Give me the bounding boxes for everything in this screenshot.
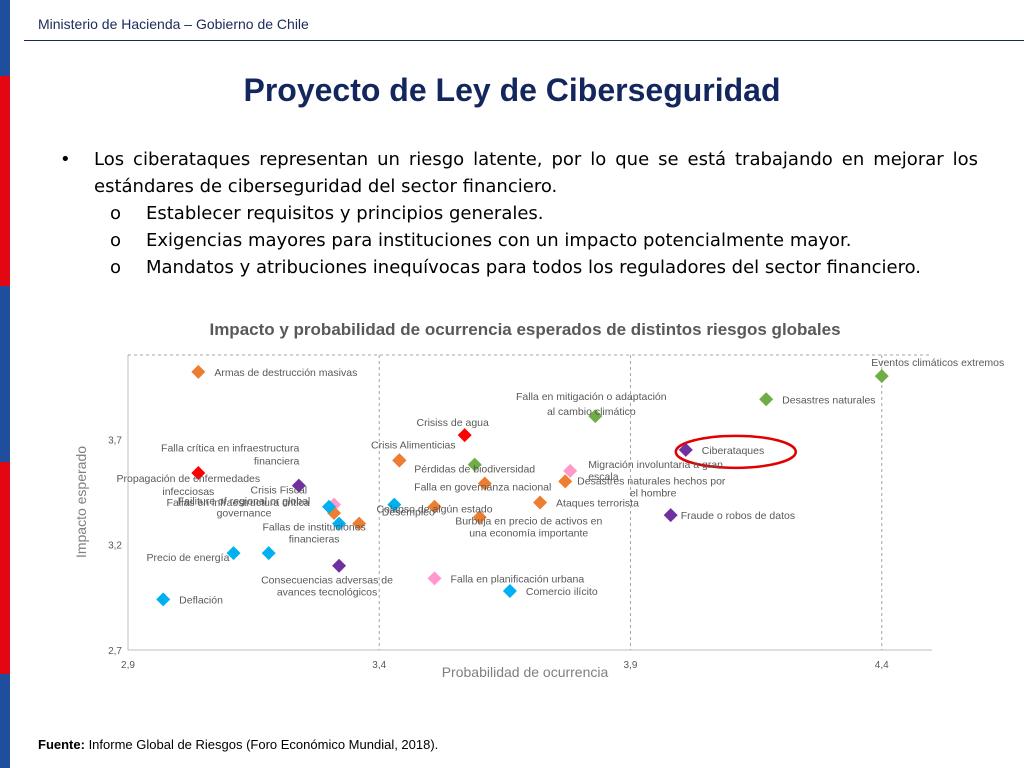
data-label: Ciberataques bbox=[702, 445, 764, 457]
data-label: Crisis Fiscal bbox=[251, 485, 308, 497]
data-label: Precio de energía bbox=[147, 552, 230, 564]
data-point-diamond bbox=[427, 571, 442, 586]
data-point-diamond bbox=[457, 428, 472, 443]
data-point-diamond bbox=[392, 453, 407, 468]
data-point-diamond bbox=[387, 497, 402, 512]
data-point-diamond bbox=[759, 392, 774, 407]
data-point-diamond bbox=[472, 510, 487, 525]
data-point-diamond bbox=[663, 508, 678, 523]
data-label: Desastres naturales hechos por bbox=[577, 475, 726, 487]
data-label: Migración involuntaria a gran bbox=[588, 459, 723, 471]
x-axis-title: Probabilidad de ocurrencia bbox=[442, 664, 609, 680]
x-tick-label: 4,4 bbox=[875, 660, 889, 671]
data-label: Armas de destrucción masivas bbox=[214, 367, 357, 379]
sub-bullet-marker: o bbox=[110, 203, 122, 224]
footer-label: Fuente: bbox=[38, 737, 85, 752]
data-point-diamond bbox=[352, 516, 367, 531]
sub-bullet: o Mandatos y atribuciones inequívocas pa… bbox=[60, 254, 978, 281]
data-label: Fallas en infraestructura critica bbox=[167, 497, 310, 509]
data-label: Falla en governanza nacional bbox=[414, 482, 551, 494]
data-point-diamond bbox=[291, 478, 306, 493]
left-accent-bar bbox=[0, 0, 10, 768]
slide-title: Proyecto de Ley de Ciberseguridad bbox=[243, 72, 781, 108]
footer-text: Informe Global de Riesgos (Foro Económic… bbox=[84, 737, 439, 752]
data-point-diamond bbox=[191, 466, 206, 480]
header-divider bbox=[24, 40, 1024, 41]
data-point-diamond bbox=[427, 499, 442, 514]
data-label: Fallas de instituciones bbox=[262, 522, 365, 534]
x-tick-label: 3,4 bbox=[372, 660, 386, 671]
data-point-diamond bbox=[261, 546, 276, 561]
data-label: Falla en planificación urbana bbox=[451, 573, 585, 585]
data-label: Colapso de algún estado bbox=[376, 504, 492, 516]
y-axis-title: Impacto esperado bbox=[73, 446, 89, 558]
data-label: Crisiss de agua bbox=[416, 417, 489, 429]
org-header: Ministerio de Hacienda – Gobierno de Chi… bbox=[38, 16, 309, 32]
data-label: Desastres naturales bbox=[782, 394, 875, 406]
bullet-marker: • bbox=[60, 149, 71, 170]
data-label: Propagación de enfermedades bbox=[117, 473, 261, 485]
data-label: Failiture of regional or global bbox=[178, 496, 311, 508]
data-point-diamond bbox=[678, 442, 693, 457]
data-point-diamond bbox=[558, 474, 573, 489]
bullet-main-text: Los ciberataques representan un riesgo l… bbox=[94, 149, 978, 197]
left-red-stripe-bottom bbox=[0, 462, 10, 674]
data-label: al cambio climático bbox=[547, 406, 636, 418]
data-point-diamond bbox=[156, 592, 171, 607]
bullet-main: • Los ciberataques representan un riesgo… bbox=[60, 146, 978, 200]
sub-bullet-marker: o bbox=[110, 230, 122, 251]
data-label: Falla en mitigación o adaptación bbox=[516, 391, 667, 403]
chart-title: Impacto y probabilidad de ocurrencia esp… bbox=[209, 320, 841, 339]
y-tick-label: 2,7 bbox=[108, 646, 122, 657]
sub-bullet: o Establecer requisitos y principios gen… bbox=[60, 200, 978, 227]
data-label: infecciosas bbox=[162, 486, 214, 498]
y-tick-label: 3,2 bbox=[108, 541, 122, 552]
source-footer: Fuente: Informe Global de Riesgos (Foro … bbox=[38, 737, 438, 752]
data-label: governance bbox=[217, 508, 272, 520]
data-point-diamond bbox=[477, 476, 492, 491]
left-red-stripe-top bbox=[0, 76, 10, 286]
data-label: Fraude o robos de datos bbox=[681, 510, 795, 522]
data-label: Deflación bbox=[179, 594, 223, 606]
data-label: Crisis Alimenticias bbox=[371, 439, 456, 451]
data-point-diamond bbox=[332, 516, 347, 531]
data-point-diamond bbox=[191, 364, 206, 379]
data-label: Comercio ilícito bbox=[526, 586, 598, 598]
data-point-diamond bbox=[226, 546, 241, 561]
data-point-diamond bbox=[322, 499, 336, 514]
data-label: el hombre bbox=[630, 487, 677, 499]
data-label: Ataques terrorista bbox=[556, 498, 639, 510]
data-label: Burbuja en precio de activos en bbox=[455, 515, 602, 527]
data-point-diamond bbox=[502, 584, 517, 598]
data-label: Desempleo bbox=[382, 507, 435, 519]
highlight-ellipse bbox=[674, 434, 798, 470]
data-point-diamond bbox=[467, 457, 482, 472]
data-point-diamond bbox=[332, 558, 347, 573]
bullet-list: • Los ciberataques representan un riesgo… bbox=[60, 146, 978, 281]
sub-bullet: o Exigencias mayores para instituciones … bbox=[60, 227, 978, 254]
data-point-diamond bbox=[563, 463, 578, 478]
sub-bullet-marker: o bbox=[110, 257, 122, 278]
sub-bullet-text: Mandatos y atribuciones inequívocas para… bbox=[146, 257, 922, 278]
data-label: escala bbox=[588, 471, 619, 483]
data-label: financieras bbox=[289, 534, 340, 546]
y-tick-label: 3,7 bbox=[108, 435, 122, 446]
data-label: Falla crítica en infraestructura bbox=[161, 442, 299, 454]
data-point-diamond bbox=[588, 409, 603, 424]
x-tick-label: 3,9 bbox=[624, 660, 638, 671]
data-label: financiera bbox=[254, 455, 300, 467]
data-point-diamond bbox=[533, 495, 548, 510]
data-label: Pérdidas de biodiversidad bbox=[414, 464, 535, 476]
x-tick-label: 2,9 bbox=[121, 660, 135, 671]
data-label: Eventos climáticos extremos bbox=[871, 357, 1004, 369]
sub-bullet-text: Exigencias mayores para instituciones co… bbox=[146, 230, 852, 251]
data-point-diamond bbox=[874, 369, 889, 384]
data-label: avances tecnológicos bbox=[277, 587, 377, 599]
sub-bullet-text: Establecer requisitos y principios gener… bbox=[146, 203, 544, 224]
data-label: Consecuencias adversas de bbox=[261, 575, 393, 587]
data-label: una economía importante bbox=[469, 527, 588, 539]
